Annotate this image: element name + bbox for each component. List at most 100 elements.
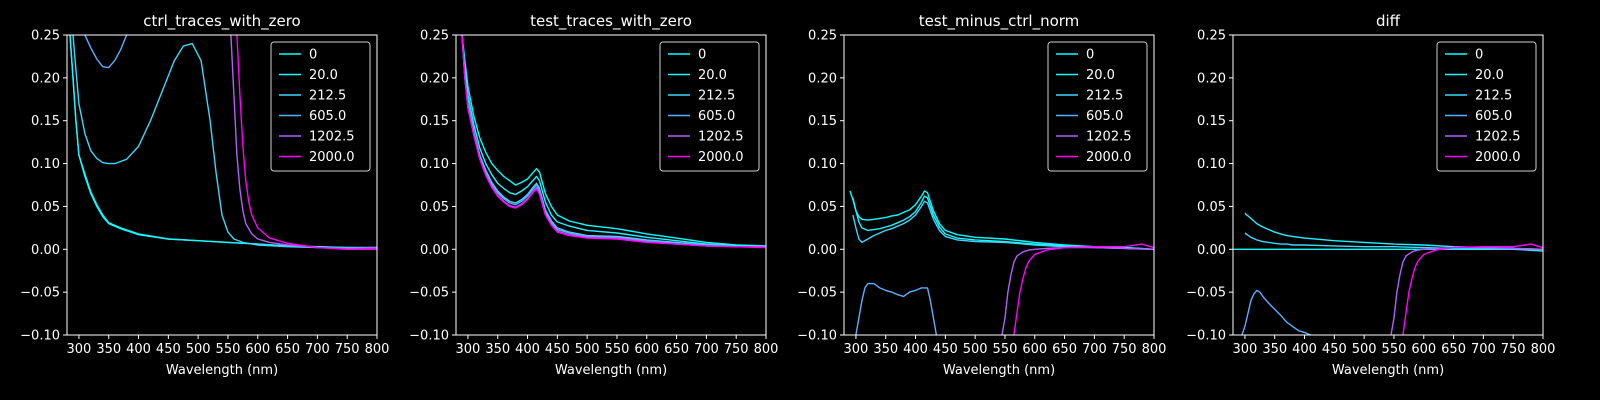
legend-label: 212.5 [1475, 89, 1512, 104]
series-line-20-0 [461, 35, 766, 248]
y-tick-label: 0.00 [1197, 243, 1226, 258]
y-tick-label: 0.10 [31, 157, 60, 172]
x-tick-label: 300 [456, 342, 481, 357]
legend: 0 20.0 212.5 605.0 1202.5 2000.0 [659, 41, 760, 172]
x-tick-label: 600 [1411, 342, 1436, 357]
y-tick-label: 0.10 [808, 157, 837, 172]
panel-test-traces: test_traces_with_zero 300 350 400 450 500 550… [409, 12, 778, 378]
x-tick-label: 650 [1052, 342, 1077, 357]
axes-frame [843, 34, 1155, 336]
x-axis-label: Wavelength (nm) [1332, 363, 1444, 378]
legend-label: 0 [698, 48, 706, 63]
axes-frame [1232, 34, 1544, 336]
x-tick-label: 400 [1292, 342, 1317, 357]
plot-area [849, 190, 1154, 335]
series-line-605-0 [855, 282, 938, 335]
series-line-20-0 [69, 35, 377, 249]
legend-label: 0 [1475, 48, 1483, 63]
legend-label: 20.0 [309, 68, 338, 83]
y-tick-label: −0.10 [797, 329, 837, 344]
plot-area [461, 35, 766, 249]
x-tick-label: 300 [1233, 342, 1258, 357]
x-tick-label: 450 [156, 342, 181, 357]
axes-frame [66, 34, 378, 336]
y-tick-label: −0.10 [1186, 329, 1226, 344]
y-tick-label: 0.05 [1197, 200, 1226, 215]
legend-label: 20.0 [1475, 68, 1504, 83]
x-tick-label: 800 [1531, 342, 1556, 357]
x-tick-label: 400 [126, 342, 151, 357]
y-tick-label: 0.10 [1197, 157, 1226, 172]
x-tick-label: 700 [1471, 342, 1496, 357]
y-tick-label: 0.20 [420, 71, 449, 86]
series-line-1202-5 [1390, 246, 1543, 335]
series-line-1202-5 [1001, 246, 1154, 335]
y-tick-label: 0.10 [420, 157, 449, 172]
legend-label: 1202.5 [1086, 130, 1132, 145]
legend-label: 2000.0 [309, 150, 355, 165]
x-tick-label: 500 [575, 342, 600, 357]
series-line-20-0 [852, 195, 1154, 250]
legend-label: 605.0 [1086, 109, 1123, 124]
y-tick-label: 0.00 [808, 243, 837, 258]
legend-label: 0 [309, 48, 317, 63]
legend-label: 1202.5 [698, 130, 744, 145]
y-tick-label: 0.05 [420, 200, 449, 215]
x-axis-label: Wavelength (nm) [555, 363, 667, 378]
x-tick-label: 600 [245, 342, 270, 357]
chart-title: diff [1376, 12, 1401, 30]
x-tick-label: 650 [275, 342, 300, 357]
y-tick-label: 0.15 [31, 114, 60, 129]
legend-label: 20.0 [1086, 68, 1115, 83]
y-tick-label: −0.05 [1186, 286, 1226, 301]
plot-area [69, 35, 377, 251]
x-tick-label: 750 [1112, 342, 1137, 357]
x-tick-label: 300 [67, 342, 92, 357]
x-tick-label: 550 [605, 342, 630, 357]
plot-area [1233, 212, 1543, 335]
x-tick-label: 500 [1352, 342, 1377, 357]
x-axis: 300 350 400 450 500 550 600 650 700 750 800 [1233, 335, 1556, 357]
x-tick-label: 600 [634, 342, 659, 357]
y-tick-label: 0.25 [31, 29, 60, 44]
chart-title: ctrl_traces_with_zero [143, 12, 300, 31]
x-tick-label: 350 [1262, 342, 1287, 357]
legend-label: 212.5 [309, 89, 346, 104]
y-tick-label: −0.10 [409, 329, 449, 344]
legend-label: 605.0 [309, 109, 346, 124]
x-tick-label: 450 [933, 342, 958, 357]
x-tick-label: 400 [515, 342, 540, 357]
y-tick-label: 0.15 [808, 114, 837, 129]
x-tick-label: 650 [1441, 342, 1466, 357]
chart-title: test_minus_ctrl_norm [919, 12, 1080, 31]
series-line-0 [461, 35, 766, 247]
y-tick-label: 0.25 [420, 29, 449, 44]
panel-test-minus-ctrl: test_minus_ctrl_norm 300 350 400 450 500 550 6… [797, 12, 1166, 378]
series-line-2000-0 [1402, 243, 1543, 335]
x-tick-label: 450 [1322, 342, 1347, 357]
y-axis: −0.10 −0.05 0.00 0.05 0.10 0.15 0.20 0.25 [20, 29, 67, 344]
y-tick-label: 0.05 [31, 200, 60, 215]
series-line-0 [849, 190, 1154, 250]
legend: 0 20.0 212.5 605.0 1202.5 2000.0 [1436, 41, 1537, 172]
y-tick-label: 0.00 [420, 243, 449, 258]
series-line-2000-0 [236, 35, 377, 251]
series-line-2000-0 [1013, 243, 1154, 335]
series-line-212-5 [72, 35, 377, 249]
x-tick-label: 700 [694, 342, 719, 357]
chart-title: test_traces_with_zero [530, 12, 692, 31]
panel-ctrl-traces: ctrl_traces_with_zero 300 350 400 450 500 550… [20, 12, 389, 378]
x-tick-label: 300 [844, 342, 869, 357]
x-axis: 300 350 400 450 500 550 600 650 700 750 800 [67, 335, 389, 357]
y-tick-label: 0.25 [808, 29, 837, 44]
y-tick-label: 0.25 [1197, 29, 1226, 44]
legend-label: 212.5 [1086, 89, 1123, 104]
y-axis: −0.10 −0.05 0.00 0.05 0.10 0.15 0.20 0.25 [797, 29, 844, 344]
x-tick-label: 500 [186, 342, 211, 357]
x-tick-label: 550 [216, 342, 241, 357]
x-axis: 300 350 400 450 500 550 600 650 700 750 800 [456, 335, 778, 357]
y-tick-label: 0.20 [808, 71, 837, 86]
legend-label: 1202.5 [1475, 130, 1521, 145]
x-tick-label: 700 [1082, 342, 1107, 357]
x-tick-label: 600 [1022, 342, 1047, 357]
